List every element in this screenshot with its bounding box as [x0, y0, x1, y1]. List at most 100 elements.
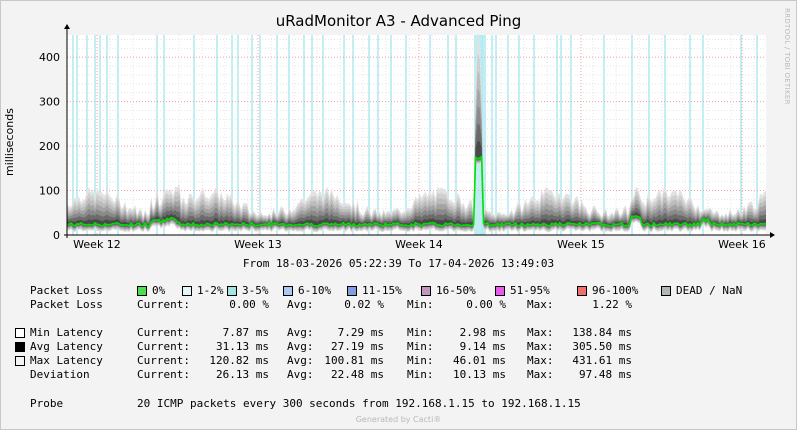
loss-label: 11-15%: [362, 284, 402, 297]
rrdtool-watermark: RRDTOOL / TOBI OETIKER: [783, 8, 791, 105]
stat-min-value: 9.14 ms: [459, 340, 506, 353]
stat-min-label: Min:: [407, 326, 434, 339]
loss-band: [343, 35, 345, 235]
stat-max-label: Max:: [527, 340, 554, 353]
latency-swatch: [15, 356, 25, 366]
x-axis-arrow: [770, 232, 775, 238]
stat-min-value: 2.98 ms: [459, 326, 506, 339]
graph-title: uRadMonitor A3 - Advanced Ping: [275, 12, 522, 30]
latency-band: [67, 70, 766, 231]
loss-band: [533, 35, 535, 235]
latency-swatch: [15, 328, 25, 338]
loss-band: [322, 35, 324, 235]
loss-band: [288, 35, 290, 235]
loss-band: [377, 35, 379, 235]
loss-band: [117, 35, 119, 235]
stat-avg-label: Avg:: [287, 298, 314, 311]
stat-avg-value: 100.81 ms: [324, 354, 384, 367]
loss-band: [72, 35, 74, 235]
latency-swatch: [15, 342, 25, 352]
y-tick-label: 100: [39, 185, 60, 198]
stat-avg-label: Avg:: [287, 326, 314, 339]
stat-min-label: Min:: [407, 368, 434, 381]
stat-current-label: Current:: [137, 298, 190, 311]
loss-swatch: [577, 286, 587, 296]
stat-avg-value: 27.19 ms: [331, 340, 384, 353]
stat-avg-value: 22.48 ms: [331, 368, 384, 381]
loss-band: [368, 35, 370, 235]
loss-label: 51-95%: [510, 284, 550, 297]
stat-min-label: Min:: [407, 298, 434, 311]
loss-swatch: [661, 286, 671, 296]
loss-band: [689, 35, 691, 235]
loss-band: [664, 35, 666, 235]
probe-text: 20 ICMP packets every 300 seconds from 1…: [137, 397, 581, 410]
stat-min-value: 46.01 ms: [453, 354, 506, 367]
loss-band: [495, 35, 497, 235]
loss-band: [560, 35, 562, 235]
stat-max-value: 1.22 %: [592, 298, 632, 311]
loss-swatch: [283, 286, 293, 296]
loss-label: 96-100%: [592, 284, 639, 297]
axes: [64, 24, 775, 238]
latency-bands: [67, 35, 766, 233]
loss-band: [447, 35, 449, 235]
stat-current-value: 120.82 ms: [209, 354, 269, 367]
x-tick-label: Week 14: [395, 238, 443, 251]
loss-band: [631, 35, 633, 235]
probe-label: Probe: [30, 397, 64, 410]
stat-current-label: Current:: [137, 326, 190, 339]
stat-avg-value: 7.29 ms: [337, 326, 384, 339]
x-tick-label: Week 13: [234, 238, 282, 251]
stat-current-value: 7.87 ms: [222, 326, 269, 339]
loss-band: [99, 35, 101, 235]
y-tick-label: 300: [39, 96, 60, 109]
stat-current-label: Current:: [137, 368, 190, 381]
loss-label: 3-5%: [242, 284, 269, 297]
loss-band: [259, 35, 261, 235]
loss-label: 1-2%: [197, 284, 224, 297]
loss-band: [237, 35, 239, 235]
loss-band: [106, 35, 108, 235]
stat-avg-label: Avg:: [287, 340, 314, 353]
loss-label: 0%: [152, 284, 166, 297]
loss-band: [518, 35, 520, 235]
loss-band: [507, 35, 509, 235]
stat-avg-value: 0.02 %: [344, 298, 384, 311]
loss-swatch: [137, 286, 147, 296]
time-range: From 18-03-2026 05:22:39 To 17-04-2026 1…: [242, 257, 555, 270]
packet-loss-label: Packet Loss: [30, 284, 103, 297]
loss-band: [702, 35, 704, 235]
loss-label: 16-50%: [436, 284, 476, 297]
stat-max-label: Max:: [527, 326, 554, 339]
loss-band: [429, 35, 431, 235]
stat-current-label: Current:: [137, 340, 190, 353]
stat-min-value: 10.13 ms: [453, 368, 506, 381]
stat-name: Max Latency: [30, 354, 103, 367]
stat-max-label: Max:: [527, 368, 554, 381]
y-tick-label: 0: [53, 229, 60, 242]
y-axis-arrow: [64, 24, 70, 29]
stat-current-value: 31.13 ms: [216, 340, 269, 353]
loss-band: [556, 35, 558, 235]
loss-swatch: [227, 286, 237, 296]
stat-max-label: Max:: [527, 354, 554, 367]
x-tick-label: Week 12: [73, 238, 121, 251]
loss-label: 6-10%: [298, 284, 332, 297]
loss-band: [193, 35, 195, 235]
loss-band: [251, 35, 253, 235]
loss-swatch: [421, 286, 431, 296]
stat-name: Avg Latency: [30, 340, 103, 353]
loss-band: [276, 35, 278, 235]
y-tick-label: 200: [39, 140, 60, 153]
footer-credit: Generated by Cacti®: [355, 415, 442, 424]
legend: Packet Loss 0% 1-2% 3-5% 6-10% 11-15% 16-50% 5…: [0, 0, 742, 410]
stat-avg-label: Avg:: [287, 354, 314, 367]
stat-current-label: Current:: [137, 354, 190, 367]
loss-swatch: [495, 286, 505, 296]
loss-band: [648, 35, 650, 235]
latency-band: [67, 52, 766, 232]
stat-min-label: Min:: [407, 354, 434, 367]
y-tick-label: 400: [39, 51, 60, 64]
loss-band: [603, 35, 605, 235]
